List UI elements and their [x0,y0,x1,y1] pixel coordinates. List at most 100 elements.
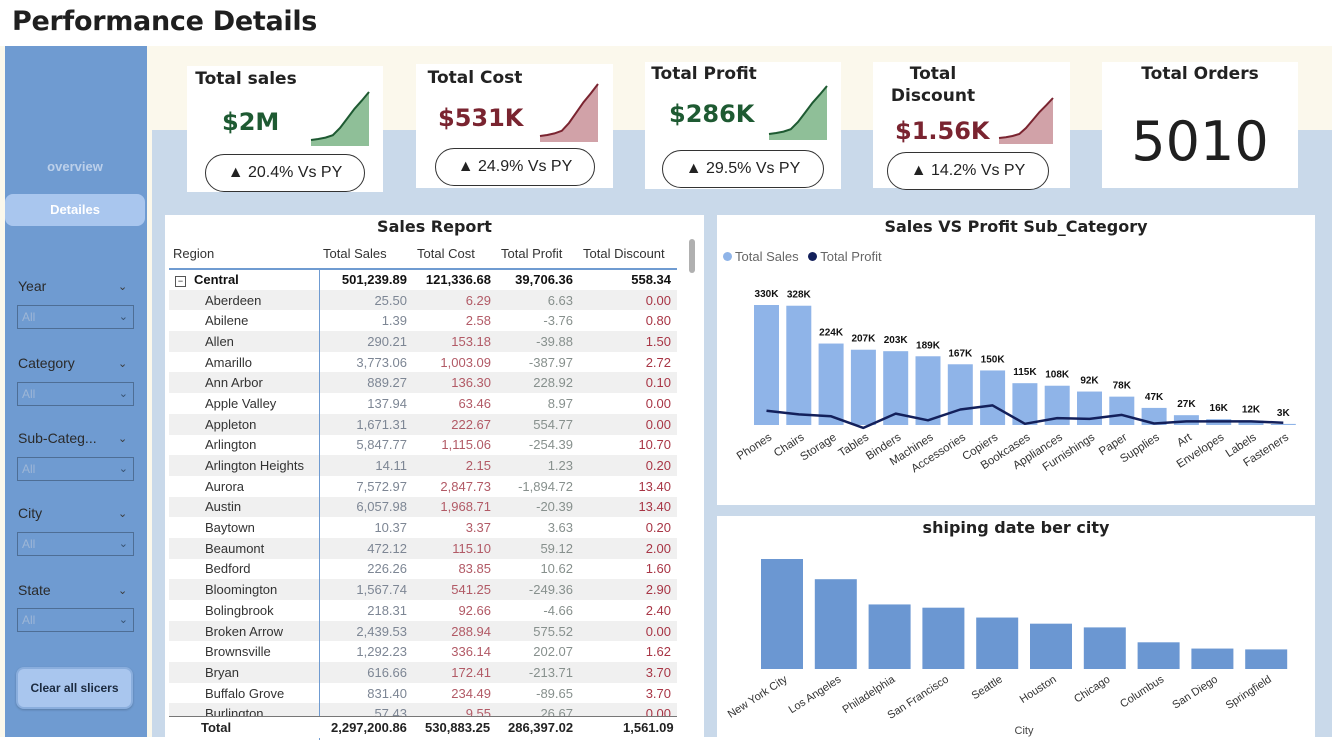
column-header[interactable]: Total Discount [583,246,665,261]
table-row[interactable]: Bryan 616.66 172.41 -213.71 3.70 [169,662,677,683]
table-row[interactable]: Beaumont 472.12 115.10 59.12 2.00 [169,537,677,559]
column-header[interactable]: Total Cost [417,246,475,261]
legend-item[interactable]: Total Profit [808,249,882,264]
bar [980,370,1006,425]
legend-item[interactable]: Total Sales [723,249,799,264]
chevron-down-icon[interactable]: ⌄ [118,358,128,370]
kpi-change-badge: ▲ 24.9% Vs PY [435,148,595,186]
data-label: 12K [1242,405,1261,416]
discount-cell: 2.90 [579,579,677,600]
vertical-scrollbar[interactable] [689,239,695,273]
chevron-down-icon: ⌄ [118,388,128,400]
sales-report-panel: Sales Report Region Total Sales Total Co… [165,215,704,740]
city-cell: Beaumont [169,537,319,559]
cost-cell: 2.15 [413,455,497,476]
column-header[interactable]: Total Sales [323,246,387,261]
bar [915,356,941,425]
table-row[interactable]: Appleton 1,671.31 222.67 554.77 0.00 [169,413,677,435]
table-row[interactable]: Buffalo Grove 831.40 234.49 -89.65 3.70 [169,683,677,704]
data-label: 27K [1177,399,1196,410]
table-row[interactable]: Bedford 226.26 83.85 10.62 1.60 [169,559,677,580]
city-cell: Bryan [169,662,319,683]
table-row[interactable]: Aberdeen 25.50 6.29 6.63 0.00 [169,289,677,311]
bar [1270,423,1296,425]
category-label: San Diego [1170,673,1220,711]
collapse-icon[interactable]: − [175,276,186,288]
slicer-dropdown[interactable]: All ⌄ [17,532,134,556]
sparkline-line [768,85,828,135]
bar [754,305,779,425]
discount-cell: 3.70 [645,685,671,701]
table-row[interactable]: Bolingbrook 218.31 92.66 -4.66 2.40 [169,600,677,621]
group-discount-cell: 558.34 [579,268,677,290]
sales-cell: 218.31 [367,602,407,618]
table-row[interactable]: Brownsville 1,292.23 336.14 202.07 1.62 [169,641,677,662]
cost-cell: 2.58 [465,313,491,329]
sales-cell: 290.21 [319,331,413,352]
table-row[interactable]: Ann Arbor 889.27 136.30 228.92 0.10 [169,372,677,394]
city-cell: Bedford [205,561,251,577]
slicer-dropdown[interactable]: All ⌄ [17,305,134,329]
data-label: 115K [1013,367,1037,378]
chevron-down-icon[interactable]: ⌄ [118,433,128,445]
table-row[interactable]: Abilene 1.39 2.58 -3.76 0.80 [169,310,677,331]
profit-cell: 228.92 [497,372,579,394]
table-row[interactable]: Allen 290.21 153.18 -39.88 1.50 [169,331,677,352]
chart-title: shiping date ber city [922,518,1110,537]
group-name-cell: − Central [169,268,319,290]
category-label: New York City [726,673,790,721]
kpi-card-total-cost: Total Cost $531K ▲ 24.9% Vs PY [416,64,613,188]
slicer-dropdown[interactable]: All ⌄ [17,382,134,406]
table-row[interactable]: Amarillo 3,773.06 1,003.09 -387.97 2.72 [169,352,677,373]
legend-label: Total Sales [735,249,799,264]
sales-vs-profit-chart: 330KPhones328KChairs224KStorage207KTable… [735,289,1296,475]
sales-cell: 1,292.23 [356,644,407,660]
category-label: Seattle [970,673,1005,702]
data-label: 189K [916,340,941,351]
column-header[interactable]: Region [173,246,215,261]
sales-cell: 616.66 [319,662,413,683]
chevron-down-icon: ⌄ [118,311,128,323]
table-row[interactable]: Arlington 5,847.77 1,115.06 -254.39 10.70 [169,435,677,456]
profit-cell: -254.39 [528,437,573,453]
chevron-down-icon: ⌄ [118,614,128,626]
nav-overview-button[interactable]: overview [47,159,103,174]
sales-cell: 472.12 [319,537,413,559]
discount-cell: 10.70 [638,437,671,453]
chevron-down-icon[interactable]: ⌄ [118,508,128,520]
data-label: 328K [787,290,812,301]
profit-cell: 1.23 [497,455,579,476]
table-row[interactable]: Broken Arrow 2,439.53 288.94 575.52 0.00 [169,620,677,642]
chevron-down-icon[interactable]: ⌄ [118,585,128,597]
table-row[interactable]: Bloomington 1,567.74 541.25 -249.36 2.90 [169,579,677,600]
title-bar: Performance Details [0,0,1332,46]
chevron-down-icon[interactable]: ⌄ [118,281,128,293]
profit-cell: 8.97 [547,395,573,411]
discount-cell: 0.00 [579,620,677,642]
table-group-row[interactable]: − Central 501,239.89 121,336.68 39,706.36… [169,268,677,290]
sales-cell: 10.37 [374,520,407,536]
profit-cell: -39.88 [497,331,579,352]
slicer-dropdown[interactable]: All ⌄ [17,608,134,632]
total-discount-cell: 1,561.09 [623,720,674,735]
cost-cell: 136.30 [413,372,497,394]
slicer-value: All [22,310,36,324]
x-axis-label: City [1015,725,1034,737]
clear-all-slicers-button[interactable]: Clear all slicers [16,667,133,709]
table-row[interactable]: Apple Valley 137.94 63.46 8.97 0.00 [169,393,677,414]
table-row[interactable]: Austin 6,057.98 1,968.71 -20.39 13.40 [169,496,677,518]
slicer-label: Sub-Categ... [18,430,97,446]
slicer-dropdown[interactable]: All ⌄ [17,457,134,481]
profit-cell: -4.66 [543,602,573,618]
bar [814,579,857,669]
nav-details-button[interactable]: Detailes [5,194,145,226]
sparkline-area [540,84,598,142]
chevron-down-icon: ⌄ [118,463,128,475]
kpi-value: $286K [669,100,755,128]
kpi-title: Total Discount [890,64,976,106]
bar [868,604,911,669]
table-row[interactable]: Baytown 10.37 3.37 3.63 0.20 [169,517,677,538]
table-row[interactable]: Arlington Heights 14.11 2.15 1.23 0.20 [169,455,677,476]
column-header[interactable]: Total Profit [501,246,563,261]
table-row[interactable]: Aurora 7,572.97 2,847.73 -1,894.72 13.40 [169,476,677,497]
